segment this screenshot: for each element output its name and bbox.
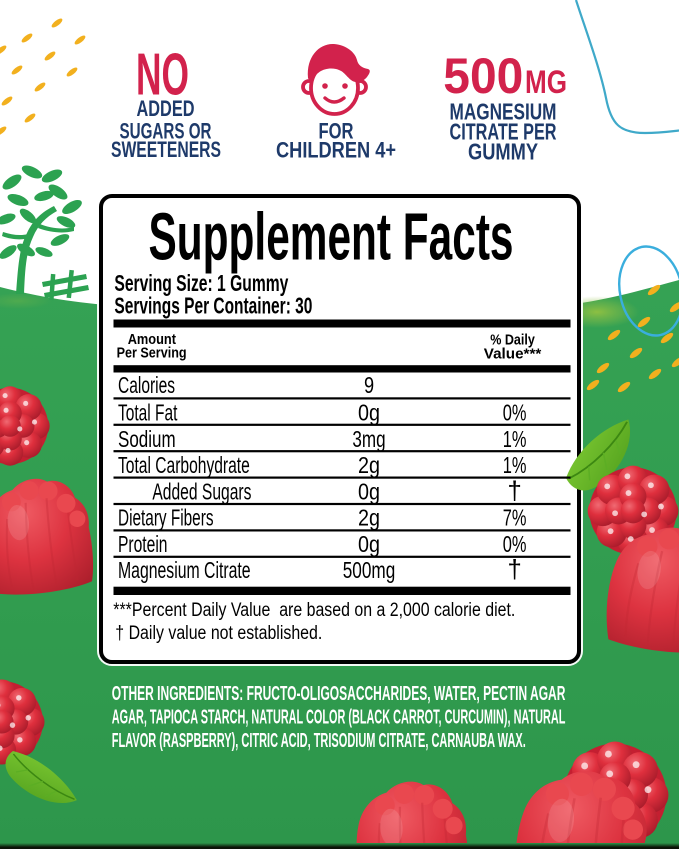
svg-text:% Daily: % Daily xyxy=(490,331,535,348)
svg-text:NO: NO xyxy=(136,41,189,107)
svg-text:9: 9 xyxy=(364,372,374,398)
svg-text:† Daily value not established.: † Daily value not established. xyxy=(115,623,322,644)
svg-text:1%: 1% xyxy=(503,426,527,452)
svg-text:Supplement Facts: Supplement Facts xyxy=(149,199,514,274)
svg-text:GUMMY: GUMMY xyxy=(468,138,538,164)
svg-text:Servings Per Container: 30: Servings Per Container: 30 xyxy=(114,293,312,319)
svg-text:MG: MG xyxy=(525,64,567,100)
svg-text:Sodium: Sodium xyxy=(118,426,176,452)
svg-text:2g: 2g xyxy=(358,505,380,531)
svg-text:CHILDREN 4+: CHILDREN 4+ xyxy=(276,137,396,162)
svg-text:Calories: Calories xyxy=(118,372,175,398)
svg-text:CITRATE PER: CITRATE PER xyxy=(450,119,557,145)
svg-text:Amount: Amount xyxy=(128,331,176,348)
svg-text:3mg: 3mg xyxy=(352,426,385,452)
svg-text:†: † xyxy=(507,475,521,505)
svg-text:†: † xyxy=(507,554,521,584)
svg-text:Protein: Protein xyxy=(118,531,168,557)
svg-text:7%: 7% xyxy=(503,505,527,531)
svg-text:FLAVOR (RASPBERRY), CITRIC ACI: FLAVOR (RASPBERRY), CITRIC ACID, TRISODI… xyxy=(112,730,526,752)
svg-text:Total Carbohydrate: Total Carbohydrate xyxy=(118,452,250,478)
svg-text:500mg: 500mg xyxy=(343,557,396,583)
svg-text:2g: 2g xyxy=(358,452,380,478)
svg-text:0g: 0g xyxy=(358,478,380,504)
svg-text:Added Sugars: Added Sugars xyxy=(152,478,251,504)
svg-text:MAGNESIUM: MAGNESIUM xyxy=(450,99,557,125)
svg-text:0%: 0% xyxy=(503,399,527,425)
svg-text:0g: 0g xyxy=(358,531,380,557)
svg-text:SUGARS OR: SUGARS OR xyxy=(120,119,212,144)
svg-text:Magnesium Citrate: Magnesium Citrate xyxy=(118,557,251,583)
svg-text:500: 500 xyxy=(443,48,523,104)
svg-text:1%: 1% xyxy=(503,452,527,478)
svg-text:SWEETENERS: SWEETENERS xyxy=(111,137,221,162)
svg-text:Value***: Value*** xyxy=(484,346,542,363)
svg-text:***Percent Daily Value are ba: ***Percent Daily Value are based on a 2,… xyxy=(113,600,515,621)
svg-text:Dietary Fibers: Dietary Fibers xyxy=(118,505,214,531)
svg-text:Per Serving: Per Serving xyxy=(117,345,187,362)
svg-text:OTHER INGREDIENTS: FRUCTO-OLIG: OTHER INGREDIENTS: FRUCTO-OLIGOSACCHARID… xyxy=(112,683,566,705)
svg-text:AGAR, TAPIOCA STARCH, NATURAL: AGAR, TAPIOCA STARCH, NATURAL COLOR (BLA… xyxy=(112,707,566,729)
svg-text:0%: 0% xyxy=(503,531,527,557)
svg-text:Serving Size: 1 Gummy: Serving Size: 1 Gummy xyxy=(114,270,288,296)
svg-text:ADDED: ADDED xyxy=(137,96,195,121)
svg-text:0g: 0g xyxy=(358,399,380,425)
svg-text:Total Fat: Total Fat xyxy=(118,399,178,425)
svg-text:FOR: FOR xyxy=(319,119,354,144)
